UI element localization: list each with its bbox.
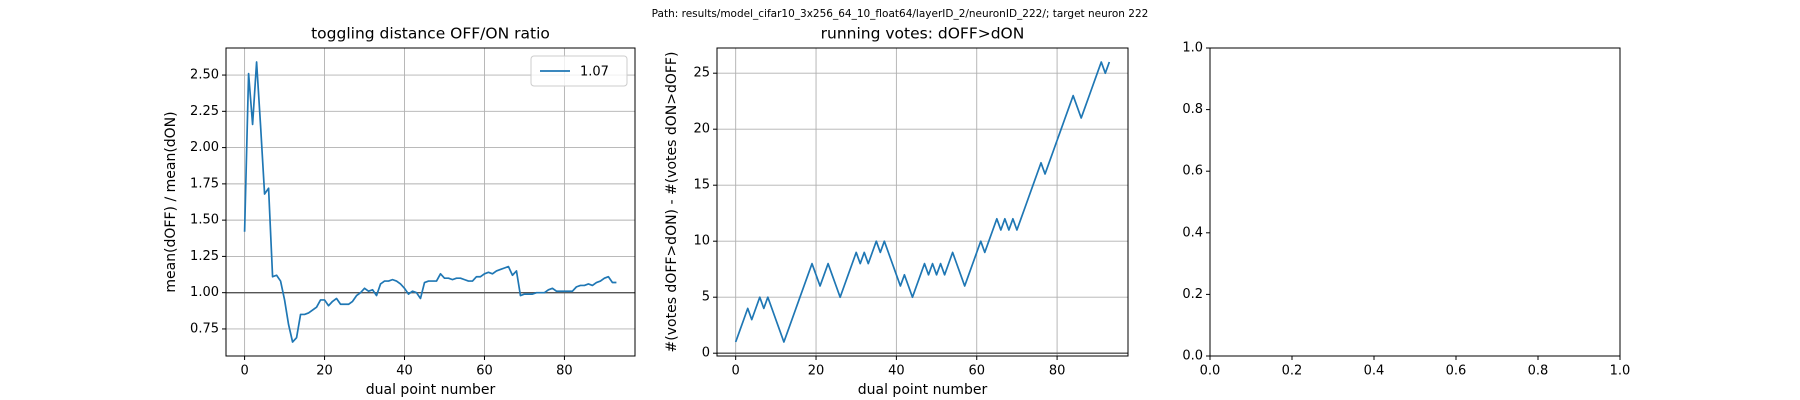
x-tick-label: 80 bbox=[1049, 364, 1066, 379]
x-axis-label: dual point number bbox=[366, 382, 496, 398]
y-tick-label: 0.2 bbox=[1182, 287, 1203, 302]
y-tick-label: 0.0 bbox=[1182, 349, 1203, 364]
x-tick-label: 1.0 bbox=[1610, 364, 1631, 379]
y-tick-label: 1.0 bbox=[1182, 41, 1203, 56]
subplot-title: toggling distance OFF/ON ratio bbox=[311, 25, 550, 43]
y-tick-label: 10 bbox=[693, 234, 710, 249]
x-tick-label: 0 bbox=[240, 364, 248, 379]
x-tick-label: 0.4 bbox=[1364, 364, 1385, 379]
suptitle: Path: results/model_cifar10_3x256_64_10_… bbox=[652, 8, 1149, 20]
y-tick-label: 0.8 bbox=[1182, 102, 1203, 117]
y-axis-label: mean(dOFF) / mean(dON) bbox=[163, 111, 179, 292]
subplot-title: running votes: dOFF>dON bbox=[821, 25, 1025, 43]
x-tick-label: 0.8 bbox=[1528, 364, 1549, 379]
x-tick-label: 60 bbox=[476, 364, 493, 379]
x-tick-label: 40 bbox=[888, 364, 905, 379]
x-tick-label: 80 bbox=[556, 364, 573, 379]
y-tick-label: 2.00 bbox=[190, 140, 219, 155]
x-tick-label: 0.6 bbox=[1446, 364, 1467, 379]
y-tick-label: 5 bbox=[702, 290, 710, 305]
legend-box bbox=[530, 55, 628, 87]
x-tick-label: 0.2 bbox=[1282, 364, 1303, 379]
y-tick-label: 0.6 bbox=[1182, 164, 1203, 179]
x-tick-label: 20 bbox=[316, 364, 333, 379]
x-tick-label: 0.0 bbox=[1200, 364, 1221, 379]
x-axis-label: dual point number bbox=[858, 382, 988, 398]
subplot: 0 20 40 60 80 0 5 10 15 20 25 running votes: dOFF>d… bbox=[664, 25, 1129, 398]
x-tick-label: 60 bbox=[968, 364, 985, 379]
y-tick-label: 1.00 bbox=[190, 285, 219, 300]
y-tick-label: 0 bbox=[702, 346, 710, 361]
y-tick-label: 0.4 bbox=[1182, 225, 1203, 240]
legend-label: 1.07 bbox=[580, 65, 609, 80]
x-tick-label: 40 bbox=[396, 364, 413, 379]
y-tick-label: 15 bbox=[693, 178, 710, 193]
y-axis-label: #(votes dOFF>dON) - #(votes dON>dOFF) bbox=[664, 52, 680, 353]
subplot: 0 20 40 60 80 0.75 1.00 1.25 1.50 1.75 2.00 2.25 2.5… bbox=[163, 25, 636, 398]
data-line bbox=[734, 61, 1111, 343]
y-tick-label: 1.25 bbox=[190, 249, 219, 264]
y-tick-label: 0.75 bbox=[190, 321, 219, 336]
y-tick-label: 1.50 bbox=[190, 213, 219, 228]
axes-frame bbox=[716, 47, 1129, 357]
axes-frame bbox=[225, 47, 636, 357]
y-tick-label: 2.50 bbox=[190, 68, 219, 83]
subplot: 0.0 0.2 0.4 0.6 0.8 1.0 0.0 0.2 0.4 0.6 0.8 1.0 bbox=[1182, 41, 1630, 379]
y-tick-label: 25 bbox=[693, 66, 710, 81]
x-tick-label: 0 bbox=[732, 364, 740, 379]
data-line bbox=[243, 61, 617, 343]
y-tick-label: 20 bbox=[693, 122, 710, 137]
legend: 1.07 bbox=[530, 55, 628, 87]
y-tick-label: 2.25 bbox=[190, 104, 219, 119]
x-tick-label: 20 bbox=[808, 364, 825, 379]
axes-frame bbox=[1209, 47, 1621, 357]
y-tick-label: 1.75 bbox=[190, 176, 219, 191]
